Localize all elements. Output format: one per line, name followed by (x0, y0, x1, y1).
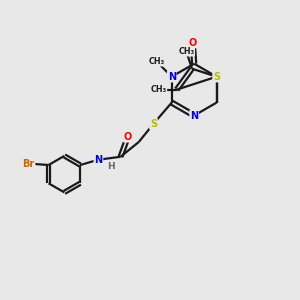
Text: CH₃: CH₃ (148, 57, 164, 66)
Text: S: S (150, 119, 157, 129)
Text: Br: Br (22, 158, 34, 169)
Text: H: H (107, 162, 115, 171)
Text: CH₃: CH₃ (178, 47, 194, 56)
Text: N: N (94, 155, 103, 165)
Text: O: O (189, 38, 197, 47)
Text: N: N (190, 110, 198, 121)
Text: N: N (168, 72, 176, 82)
Text: O: O (124, 132, 132, 142)
Text: CH₃: CH₃ (150, 85, 167, 94)
Text: S: S (213, 72, 220, 82)
